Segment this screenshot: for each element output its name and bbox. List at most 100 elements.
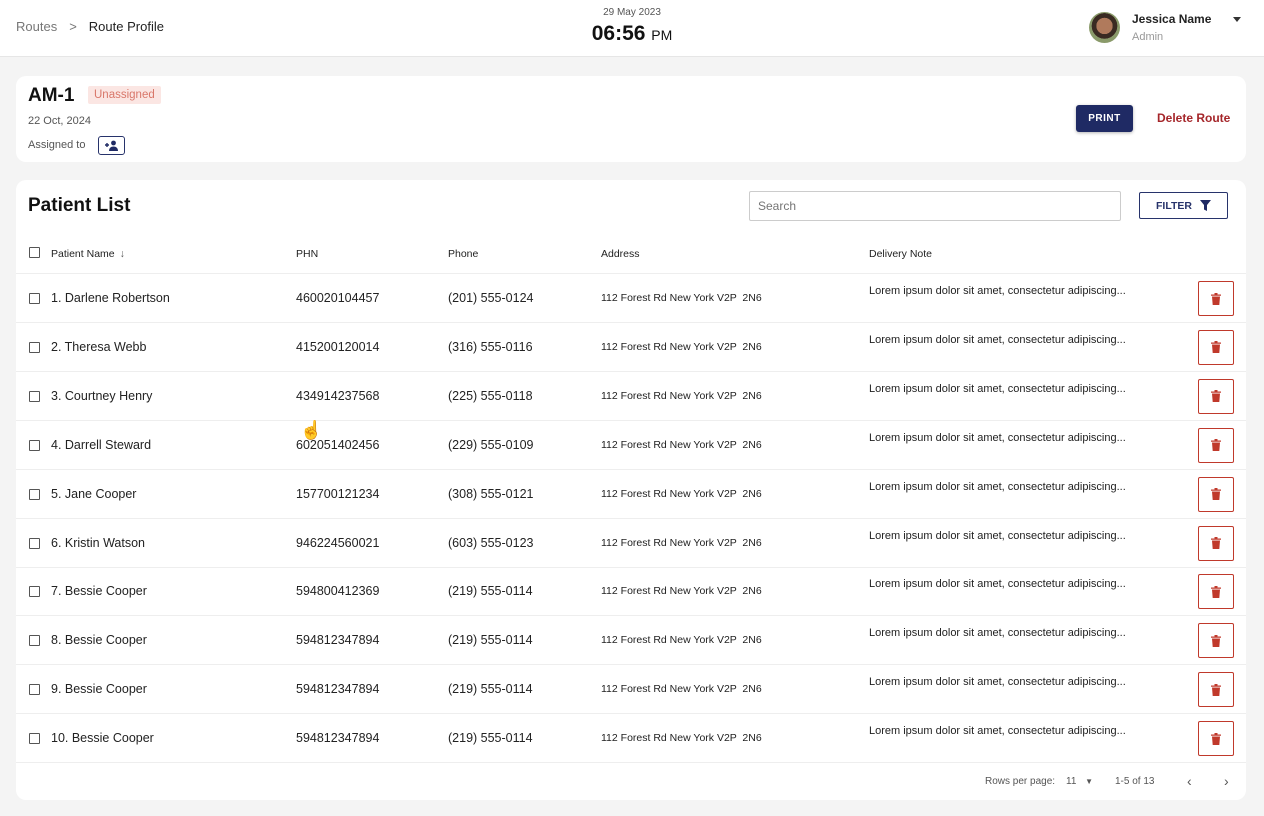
patient-address: 112 Forest Rd New York V2P 2N6 xyxy=(601,487,762,500)
table-row[interactable]: 8. Bessie Cooper 594812347894 (219) 555-… xyxy=(16,616,1246,666)
page-range: 1-5 of 13 xyxy=(1115,776,1155,787)
delivery-note: Lorem ipsum dolor sit amet, consectetur … xyxy=(869,627,1126,640)
patient-phn: 460020104457 xyxy=(296,291,380,305)
table-row[interactable]: 7. Bessie Cooper 594800412369 (219) 555-… xyxy=(16,567,1246,617)
table-row[interactable]: 2. Theresa Webb 415200120014 (316) 555-0… xyxy=(16,323,1246,372)
column-label: Patient Name xyxy=(51,248,115,260)
patient-phn: 594812347894 xyxy=(296,633,380,648)
pagination: Rows per page: 11 ▼ 1-5 of 13 ‹ › xyxy=(16,762,1246,800)
patient-address: 112 Forest Rd New York V2P 2N6 xyxy=(601,340,762,353)
patient-phone: (219) 555-0114 xyxy=(448,731,533,746)
assign-user-button[interactable] xyxy=(98,136,125,155)
delete-row-button[interactable] xyxy=(1198,574,1234,610)
clock-ampm: PM xyxy=(651,27,673,43)
row-checkbox[interactable] xyxy=(29,537,40,549)
trash-icon xyxy=(1211,683,1221,696)
patient-name: 6. Kristin Watson xyxy=(51,535,146,550)
table-row[interactable]: 4. Darrell Steward 602051402456 (229) 55… xyxy=(16,421,1246,470)
top-bar: Routes > Route Profile 29 May 2023 06:56… xyxy=(0,0,1264,57)
patient-name: 5. Jane Cooper xyxy=(51,486,137,501)
patient-phn: 415200120014 xyxy=(296,339,380,354)
row-checkbox[interactable] xyxy=(29,635,40,647)
route-card: AM-1 Unassigned 22 Oct, 2024 Assigned to… xyxy=(16,76,1246,162)
filter-icon xyxy=(1199,200,1211,211)
patient-phn: 946224560021 xyxy=(296,535,380,550)
row-checkbox[interactable] xyxy=(29,390,40,402)
user-role: Admin xyxy=(1132,31,1164,43)
patient-phone: (201) 555-0124 xyxy=(448,291,534,305)
trash-icon xyxy=(1211,390,1221,403)
row-checkbox[interactable] xyxy=(29,341,40,353)
rows-per-page-value: 11 xyxy=(1066,776,1077,787)
patient-name: 8. Bessie Cooper xyxy=(51,633,147,648)
table-row[interactable]: 6. Kristin Watson 946224560021 (603) 555… xyxy=(16,519,1246,568)
delete-route-button[interactable]: Delete Route xyxy=(1157,111,1231,125)
delete-row-button[interactable] xyxy=(1198,623,1234,659)
delete-row-button[interactable] xyxy=(1198,672,1234,708)
delete-row-button[interactable] xyxy=(1198,721,1234,757)
trash-icon xyxy=(1211,732,1221,745)
prev-page-button[interactable]: ‹ xyxy=(1187,773,1192,789)
status-badge: Unassigned xyxy=(88,86,161,104)
person-add-icon xyxy=(105,140,118,151)
table-row[interactable]: 1. Darlene Robertson 460020104457 (201) … xyxy=(16,274,1246,323)
patient-address: 112 Forest Rd New York V2P 2N6 xyxy=(601,438,762,451)
table-row[interactable]: 10. Bessie Cooper 594812347894 (219) 555… xyxy=(16,714,1246,764)
patient-address: 112 Forest Rd New York V2P 2N6 xyxy=(601,292,762,304)
patient-phone: (603) 555-0123 xyxy=(448,535,534,550)
avatar xyxy=(1089,12,1120,43)
delete-row-button[interactable] xyxy=(1198,525,1234,561)
column-patient-name[interactable]: Patient Name ↓ xyxy=(51,248,125,260)
chevron-down-icon[interactable] xyxy=(1233,17,1241,22)
delivery-note: Lorem ipsum dolor sit amet, consectetur … xyxy=(869,285,1126,297)
patient-phone: (225) 555-0118 xyxy=(448,388,533,403)
patient-phone: (219) 555-0114 xyxy=(448,682,533,697)
patient-name: 3. Courtney Henry xyxy=(51,388,153,403)
row-checkbox[interactable] xyxy=(29,488,40,500)
arrow-down-icon: ↓ xyxy=(119,248,125,260)
delete-row-button[interactable] xyxy=(1198,378,1234,414)
patient-address: 112 Forest Rd New York V2P 2N6 xyxy=(601,683,762,696)
patient-phn: 594812347894 xyxy=(296,682,380,697)
table-row[interactable]: 3. Courtney Henry 434914237568 (225) 555… xyxy=(16,372,1246,421)
delete-row-button[interactable] xyxy=(1198,476,1234,512)
trash-icon xyxy=(1211,585,1221,598)
select-all-checkbox[interactable] xyxy=(29,247,40,258)
rows-per-page-label: Rows per page: xyxy=(985,776,1056,787)
table-row[interactable]: 9. Bessie Cooper 594812347894 (219) 555-… xyxy=(16,665,1246,715)
user-menu[interactable]: Jessica Name Admin xyxy=(1089,12,1211,43)
patient-name: 7. Bessie Cooper xyxy=(51,584,147,599)
patient-phn: 434914237568 xyxy=(296,388,380,403)
user-name: Jessica Name xyxy=(1132,12,1212,26)
delivery-note: Lorem ipsum dolor sit amet, consectetur … xyxy=(869,529,1126,542)
row-checkbox[interactable] xyxy=(29,293,40,304)
delete-row-button[interactable] xyxy=(1198,281,1234,316)
delete-row-button[interactable] xyxy=(1198,329,1234,365)
breadcrumb-separator: > xyxy=(69,19,77,34)
patient-phone: (316) 555-0116 xyxy=(448,339,533,354)
trash-icon xyxy=(1211,488,1221,501)
trash-icon xyxy=(1211,341,1221,354)
search-input[interactable] xyxy=(749,191,1121,221)
row-checkbox[interactable] xyxy=(29,586,40,598)
column-phn: PHN xyxy=(296,248,319,260)
row-checkbox[interactable] xyxy=(29,684,40,696)
row-checkbox[interactable] xyxy=(29,439,40,451)
print-button[interactable]: PRINT xyxy=(1076,105,1133,132)
breadcrumb-routes[interactable]: Routes xyxy=(16,19,58,34)
patient-phn: 602051402456 xyxy=(296,437,380,452)
trash-icon xyxy=(1211,439,1221,452)
table-row[interactable]: 5. Jane Cooper 157700121234 (308) 555-01… xyxy=(16,470,1246,519)
row-checkbox[interactable] xyxy=(29,733,40,745)
patient-address: 112 Forest Rd New York V2P 2N6 xyxy=(601,634,762,647)
trash-icon xyxy=(1211,292,1221,305)
delivery-note: Lorem ipsum dolor sit amet, consectetur … xyxy=(869,382,1126,395)
rows-per-page-select[interactable]: 11 ▼ xyxy=(1066,776,1093,787)
breadcrumb: Routes > Route Profile xyxy=(16,19,164,34)
patient-address: 112 Forest Rd New York V2P 2N6 xyxy=(601,585,762,598)
delete-row-button[interactable] xyxy=(1198,427,1234,463)
next-page-button[interactable]: › xyxy=(1224,773,1229,789)
column-address: Address xyxy=(601,248,640,260)
delivery-note: Lorem ipsum dolor sit amet, consectetur … xyxy=(869,333,1126,346)
filter-button[interactable]: FILTER xyxy=(1139,192,1228,219)
